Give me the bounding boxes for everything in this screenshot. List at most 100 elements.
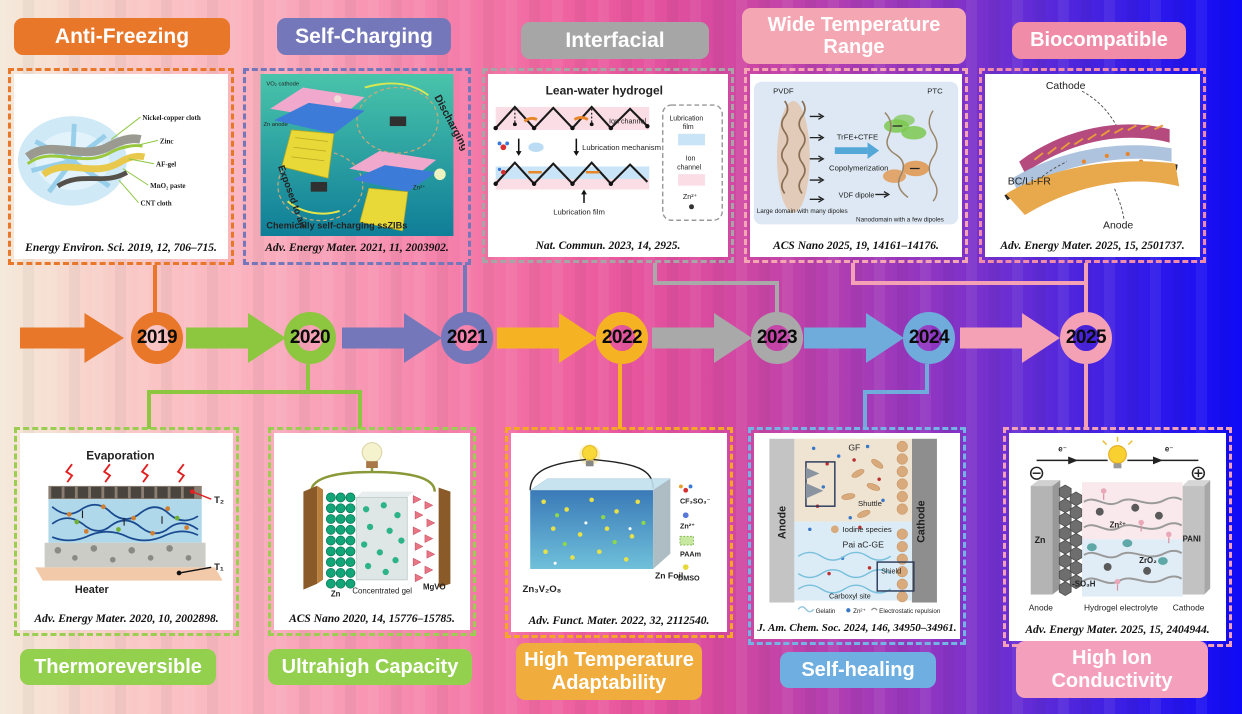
label-so3h: -SO₃H <box>1072 580 1096 589</box>
leader-lines <box>110 116 159 203</box>
label-zn-ion: Zn²⁺ <box>413 185 426 192</box>
label-zn3v2o8: Zn₃V₂O₈ <box>523 584 562 595</box>
citation-interfacial: Nat. Commun. 2023, 14, 2925. <box>488 234 728 257</box>
figure-self-charging: Discharging Exposed to air VO₂ cathode Z… <box>249 74 465 236</box>
nanodomains <box>882 110 938 202</box>
figure-biocompatible: Cathode BC/Li-FR Anode <box>985 74 1200 234</box>
legend-film: film <box>683 124 694 131</box>
connector-biocompatible <box>1084 263 1088 313</box>
pvdf-chains <box>780 100 806 195</box>
label-lean-water-hydrogel: Lean-water hydrogel <box>546 83 663 97</box>
panel-self-charging: Discharging Exposed to air VO₂ cathode Z… <box>243 68 471 265</box>
citation-self-healing: J. Am. Chem. Soc. 2024, 146, 34950–34961… <box>754 616 960 639</box>
label-anode-sh: Anode <box>777 506 789 539</box>
panel-high-temperature-adaptability: Zn Foil Zn₃V₂O₈ CF₃SO₃⁻ Zn²⁺ PAAm DMSO A… <box>505 427 733 638</box>
citation-biocompatible: Adv. Energy Mater. 2025, 15, 2501737. <box>985 234 1200 257</box>
label-iodine-species: Iodine species <box>843 525 892 534</box>
figure-interfacial: Lean-water hydrogel Ion channel Lubricat… <box>488 74 728 234</box>
badge-ultrahigh-capacity: Ultrahigh Capacity <box>268 649 472 685</box>
interfacial-figure-art: Lean-water hydrogel Ion channel Lubricat… <box>488 78 728 230</box>
connector-2019 <box>153 265 157 314</box>
citation-thermoreversible: Adv. Energy Mater. 2020, 10, 2002898. <box>20 607 233 630</box>
year-2021: 2021 <box>446 327 488 348</box>
connector-high-ion <box>1084 364 1088 427</box>
dipole-arrows-left <box>809 112 825 203</box>
self-charging-figure-art: Discharging Exposed to air VO₂ cathode Z… <box>260 74 465 236</box>
label-vdf-dipole: VDF dipole <box>839 190 875 199</box>
porous-speckles <box>54 545 192 563</box>
figure-self-healing: Anode Cathode GF Shuttle Iodine species … <box>754 433 960 616</box>
arrow-to-2022 <box>497 313 597 363</box>
citation-self-charging: Adv. Energy Mater. 2021, 11, 2003902. <box>265 241 449 254</box>
ultrahigh-capacity-figure-art: Zn Concentrated gel MgVO <box>274 436 470 604</box>
label-paam: PAAm <box>680 550 701 559</box>
arrow-to-2024 <box>804 313 904 363</box>
ions <box>1086 488 1172 591</box>
citation-wide-temperature-range: ACS Nano 2025, 19, 14161–14176. <box>750 234 962 257</box>
label-shuttle: Shuttle <box>858 499 882 508</box>
network-dots <box>66 504 189 536</box>
label-cathode-sh: Cathode <box>915 500 927 542</box>
mgvo-flakes <box>412 495 436 583</box>
arrow-to-2025 <box>960 313 1060 363</box>
ring-2022 <box>596 312 648 364</box>
legend-channel: channel <box>677 164 702 171</box>
label-zn-slab: Zn <box>1035 535 1046 545</box>
badge-biocompatible: Biocompatible <box>1012 22 1186 59</box>
label-zn-foil: Zn Foil <box>655 571 683 581</box>
label-shield: Shield <box>881 567 901 576</box>
year-2020: 2020 <box>289 327 331 348</box>
label-cathode-hi: Cathode <box>1173 602 1205 612</box>
badge-high-ion-conductivity: High Ion Conductivity <box>1016 641 1208 698</box>
figure-thermoreversible: Evaporation <box>20 433 233 607</box>
label-anode-hi: Anode <box>1029 602 1054 612</box>
legend-ion: Ion <box>686 156 696 163</box>
label-dmso: DMSO <box>678 574 700 583</box>
panel-thermoreversible: Evaporation <box>14 427 239 636</box>
connector-2021 <box>463 265 467 314</box>
label-lubrication-film: Lubrication film <box>553 207 605 216</box>
label-cf3so3: CF₃SO₃⁻ <box>680 497 711 506</box>
label-zro2: ZrO₂ <box>1139 556 1157 565</box>
figure-anti-freezing: Nickel-copper cloth Zinc AF-gel MnO₂ pas… <box>14 74 228 236</box>
year-2025: 2025 <box>1065 327 1107 348</box>
gel-dots <box>361 502 405 576</box>
year-2019: 2019 <box>136 327 178 348</box>
label-cathode: Cathode <box>1046 81 1086 92</box>
label-gf: GF <box>848 442 860 452</box>
badge-thermoreversible: Thermoreversible <box>20 649 216 685</box>
label-pai-ac-ge: Pai aC-GE <box>843 540 885 550</box>
zn-spheres <box>325 492 356 589</box>
year-2024: 2024 <box>908 327 950 348</box>
label-hydrogel-electrolyte: Hydrogel electrolyte <box>1084 602 1158 612</box>
panel-interfacial: Lean-water hydrogel Ion channel Lubricat… <box>482 68 734 263</box>
connector-2024-h <box>863 390 929 394</box>
anti-freezing-figure-art: Nickel-copper cloth Zinc AF-gel MnO₂ pas… <box>14 81 228 229</box>
label-zinc: Zinc <box>160 137 174 145</box>
top-tiles <box>51 486 195 499</box>
panel-self-healing: Anode Cathode GF Shuttle Iodine species … <box>748 427 966 645</box>
gel-waves <box>797 551 892 594</box>
label-pani: PANI <box>1183 534 1201 543</box>
iodine-circles <box>841 440 908 603</box>
label-electron-left: e⁻ <box>1058 445 1067 454</box>
connector-2020-leg-left <box>147 390 151 429</box>
label-anode: Anode <box>1103 220 1133 231</box>
connector-wtr-v <box>851 263 855 283</box>
badge-wide-temperature-range: Wide Temperature Range <box>742 8 966 64</box>
label-nickel-copper-cloth: Nickel-copper cloth <box>142 114 200 122</box>
label-mgvo: MgVO <box>423 583 446 592</box>
legend-icons <box>679 484 694 570</box>
battery-stack-top <box>270 87 365 179</box>
label-ptc: PTC <box>927 86 943 95</box>
label-bc-li-fr: BC/Li-FR <box>1008 176 1051 187</box>
cathode-stripes <box>1033 124 1164 161</box>
figure-wide-temperature-range: PVDF PTC TrFE+CTFE Copolymerization <box>750 74 962 234</box>
wide-temperature-figure-art: PVDF PTC TrFE+CTFE Copolymerization <box>750 77 962 231</box>
label-zn-anode: Zn anode <box>263 122 287 128</box>
panel-high-ion-conductivity: e⁻ e⁻ Zn PANI <box>1003 427 1232 647</box>
label-zn2-sh: Zn²⁺ <box>853 608 866 615</box>
panel-wide-temperature-range: PVDF PTC TrFE+CTFE Copolymerization <box>744 68 968 263</box>
connector-2023-h <box>653 281 779 285</box>
